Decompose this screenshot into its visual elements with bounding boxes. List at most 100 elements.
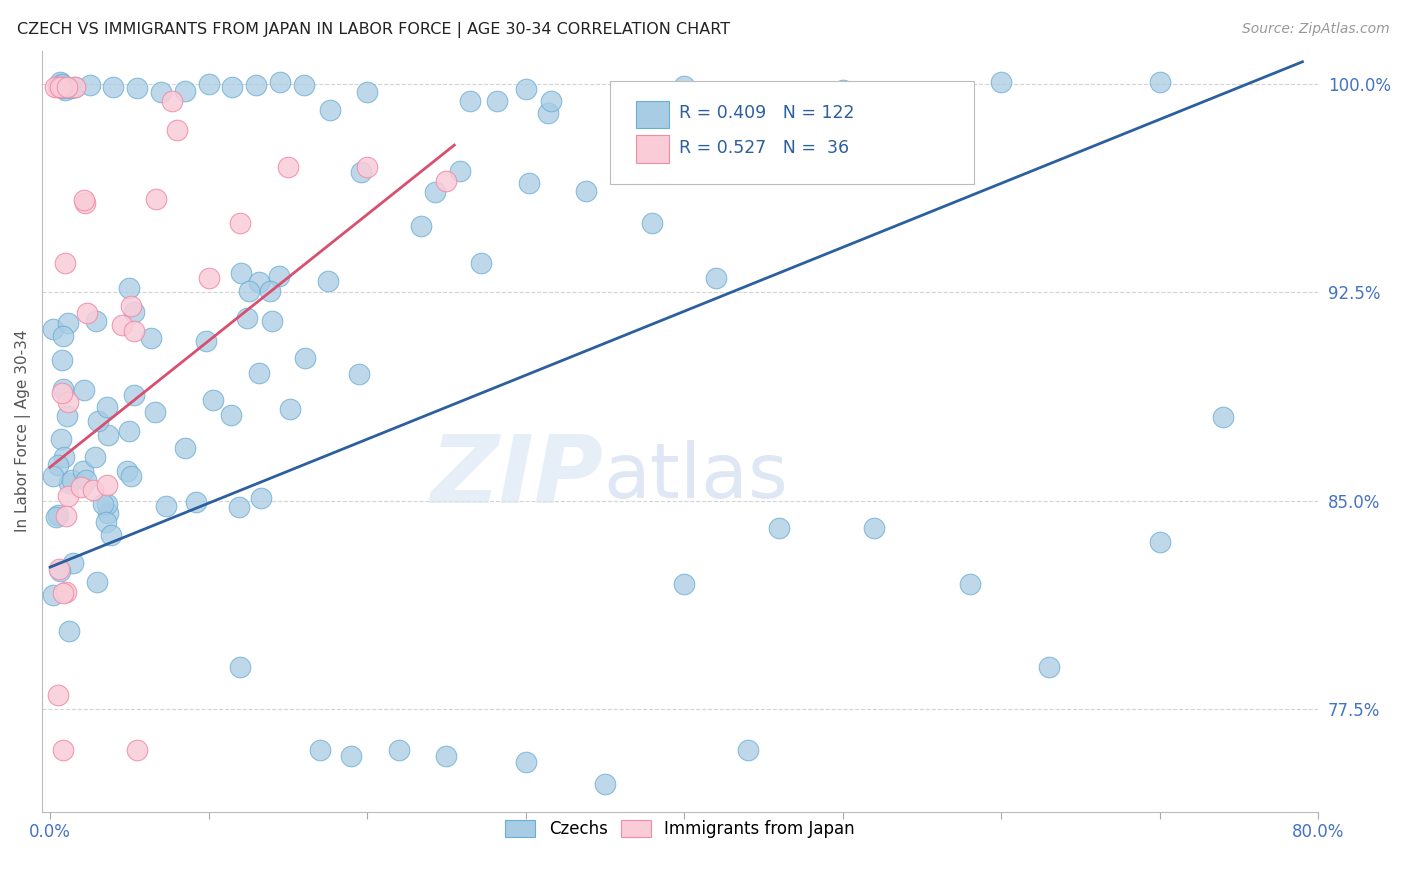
Point — [173, 84, 195, 98]
Point — [62, 556, 84, 570]
Point — [94, 515, 117, 529]
Point — [46, 508, 69, 523]
Point — [56, 394, 79, 409]
Point — [122, 305, 145, 319]
Point — [55, 79, 77, 94]
Point — [458, 94, 481, 108]
Point — [515, 82, 537, 96]
Point — [51, 79, 73, 94]
Point — [231, 266, 253, 280]
Point — [641, 216, 664, 230]
Point — [86, 574, 108, 589]
Point — [46, 79, 69, 94]
Point — [72, 384, 94, 398]
Point — [959, 577, 981, 591]
Point — [292, 78, 315, 92]
Point — [143, 405, 166, 419]
Point — [46, 688, 69, 702]
Point — [96, 497, 118, 511]
Point — [118, 425, 141, 439]
Point — [269, 75, 291, 89]
Point — [84, 313, 107, 327]
Point — [53, 83, 76, 97]
Point — [737, 743, 759, 757]
Point — [990, 74, 1012, 88]
Point — [409, 219, 432, 233]
Point — [150, 85, 173, 99]
Point — [356, 85, 378, 99]
Point — [219, 408, 242, 422]
Point — [55, 509, 77, 524]
Point — [51, 353, 73, 368]
Point — [197, 78, 219, 92]
Point — [537, 105, 560, 120]
Point — [93, 498, 115, 512]
Point — [166, 122, 188, 136]
Point — [96, 506, 118, 520]
Point — [278, 401, 301, 416]
Point — [173, 441, 195, 455]
Point — [75, 196, 97, 211]
Point — [122, 324, 145, 338]
Point — [63, 79, 86, 94]
Text: Source: ZipAtlas.com: Source: ZipAtlas.com — [1241, 22, 1389, 37]
Point — [60, 473, 83, 487]
Point — [1038, 660, 1060, 674]
Point — [259, 284, 281, 298]
Point — [236, 310, 259, 325]
Point — [118, 281, 141, 295]
Point — [69, 480, 91, 494]
Point — [52, 329, 75, 343]
Point — [72, 193, 94, 207]
Point — [673, 577, 696, 591]
Point — [228, 500, 250, 514]
Point — [238, 284, 260, 298]
Y-axis label: In Labor Force | Age 30-34: In Labor Force | Age 30-34 — [15, 330, 31, 533]
Point — [160, 94, 183, 108]
Point — [704, 271, 727, 285]
Point — [55, 409, 77, 424]
Point — [96, 400, 118, 414]
Point — [46, 458, 69, 472]
Point — [51, 386, 73, 401]
Point — [863, 521, 886, 535]
Point — [250, 491, 273, 505]
Point — [76, 306, 98, 320]
Point — [115, 464, 138, 478]
Point — [45, 510, 67, 524]
Text: R = 0.527   N =  36: R = 0.527 N = 36 — [679, 139, 849, 157]
Point — [318, 274, 340, 288]
Point — [139, 331, 162, 345]
Point — [127, 80, 149, 95]
Point — [340, 749, 363, 764]
Point — [52, 80, 75, 95]
Point — [485, 94, 508, 108]
Point — [673, 78, 696, 93]
Bar — [636, 101, 669, 128]
Point — [51, 77, 73, 91]
Point — [49, 79, 72, 94]
Point — [120, 299, 142, 313]
Point — [768, 521, 790, 535]
Point — [245, 78, 267, 92]
Point — [229, 216, 252, 230]
Point — [82, 483, 104, 497]
Text: atlas: atlas — [603, 440, 789, 514]
Point — [87, 414, 110, 428]
Point — [515, 755, 537, 769]
Point — [247, 276, 270, 290]
Point — [221, 79, 243, 94]
Point — [350, 165, 373, 179]
Point — [388, 743, 411, 757]
Point — [97, 428, 120, 442]
Point — [120, 469, 142, 483]
Point — [42, 322, 65, 336]
Point — [63, 80, 86, 95]
Point — [347, 368, 370, 382]
Text: ZIP: ZIP — [430, 431, 603, 523]
Point — [58, 80, 80, 95]
Point — [103, 79, 125, 94]
Point — [84, 450, 107, 465]
Point — [127, 743, 149, 757]
Point — [52, 743, 75, 757]
